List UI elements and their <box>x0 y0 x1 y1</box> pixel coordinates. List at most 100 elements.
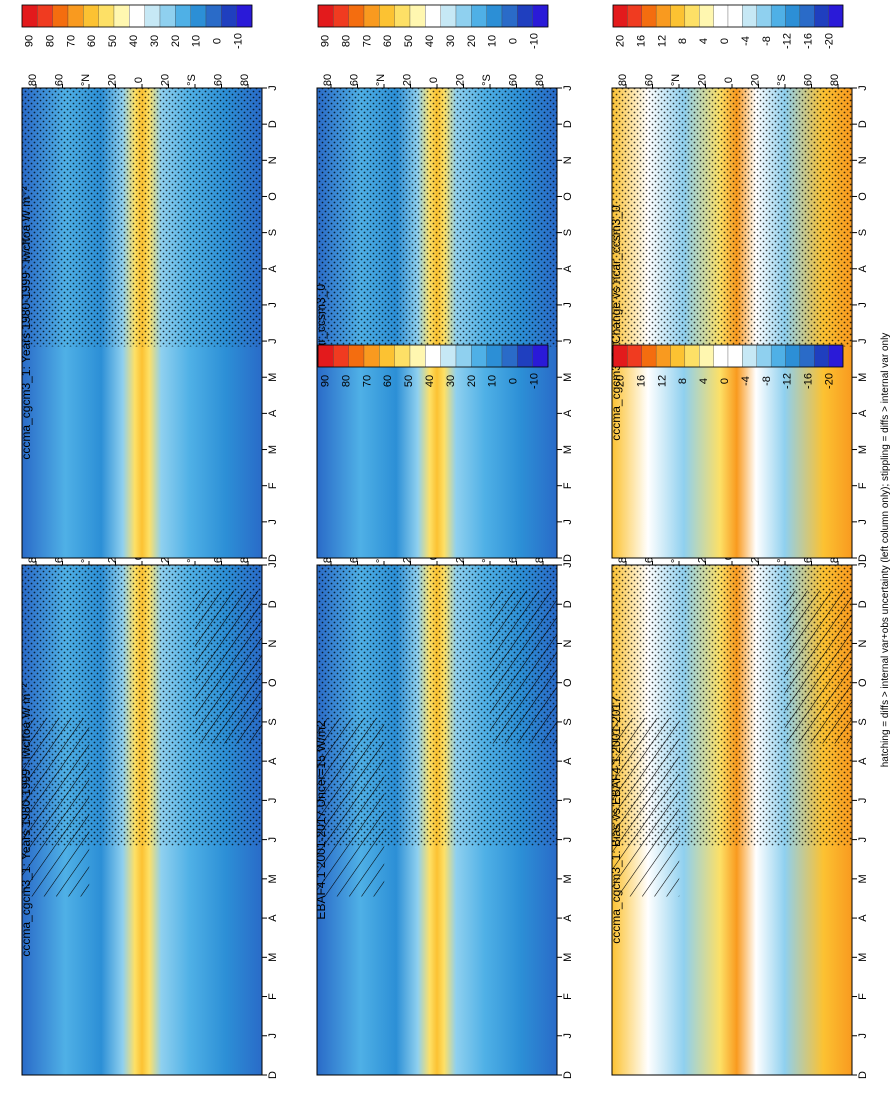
lat-tick-label: 60 <box>54 74 66 86</box>
colorbar-swatch <box>425 344 441 368</box>
month-tick-label: M <box>267 445 279 454</box>
colorbar-label: 8 <box>677 38 689 44</box>
colorbar-swatch <box>144 4 161 28</box>
hatching-region <box>612 718 680 897</box>
lat-tick-label: 0 <box>428 77 440 83</box>
lat-tick-label: 0 <box>723 77 735 83</box>
month-tick-label: A <box>562 914 574 922</box>
colorbar-label: 12 <box>656 35 668 47</box>
colorbar-swatch <box>670 4 686 28</box>
stippling-region <box>612 88 852 347</box>
colorbar-swatch <box>455 4 472 28</box>
lat-tick-label: °S <box>186 74 198 86</box>
lat-tick-label: °S <box>481 74 493 86</box>
colorbar-swatch <box>471 344 487 368</box>
colorbar-label: -4 <box>740 36 752 46</box>
month-tick-label: J <box>267 519 279 525</box>
month-tick-label: A <box>562 757 574 765</box>
month-tick-label: A <box>267 914 279 922</box>
month-tick-label: O <box>562 192 574 201</box>
month-tick-label: M <box>267 874 279 883</box>
colorbar-swatch <box>363 344 380 368</box>
month-tick-label: M <box>857 874 869 883</box>
colorbar-label: 70 <box>361 35 373 47</box>
colorbar-2: 90 80 70 60 50 40 30 20 10 0 -10 <box>317 4 549 49</box>
month-tick-label: O <box>267 678 279 687</box>
colorbar-label: -8 <box>761 376 773 386</box>
month-tick-label: D <box>562 600 574 608</box>
lat-tick-label: 60 <box>213 74 225 86</box>
colorbar-swatch <box>814 4 829 28</box>
month-tick-label: F <box>562 482 574 489</box>
panel-title: ncar_ccsm3_0 <box>314 284 328 362</box>
colorbar-label: 30 <box>445 375 457 387</box>
colorbar-swatch <box>501 4 518 28</box>
month-tick-label: M <box>857 953 869 962</box>
lat-tick-label: 80 <box>239 74 251 86</box>
colorbar-frame <box>21 4 253 28</box>
colorbar-label: 10 <box>487 35 499 47</box>
colorbar-label: 0 <box>508 38 520 44</box>
lat-tick-label: 80 <box>617 74 629 86</box>
colorbar-swatch <box>333 344 349 368</box>
month-tick-label: D <box>267 600 279 608</box>
month-tick-label: J <box>562 302 574 308</box>
colorbar-label: -8 <box>761 36 773 46</box>
month-tick-label: J <box>562 85 574 91</box>
colorbar-swatch <box>828 4 844 28</box>
month-tick-label: M <box>562 373 574 382</box>
month-tick-label: S <box>857 229 869 236</box>
colorbar-label: 10 <box>487 375 499 387</box>
colorbar-swatch <box>83 4 99 28</box>
month-tick-label: F <box>267 993 279 1000</box>
colorbar-label: 20 <box>466 375 478 387</box>
month-tick-label: N <box>562 639 574 647</box>
month-tick-label: J <box>267 837 279 843</box>
lat-tick-label: 80 <box>534 74 546 86</box>
colorbar-swatch <box>333 4 349 28</box>
colorbar-frame <box>317 4 549 28</box>
colorbar-swatch <box>129 4 145 28</box>
month-tick-label: D <box>857 1071 869 1079</box>
colorbar-swatch <box>756 344 772 368</box>
lat-tick-label: 80 <box>829 74 841 86</box>
month-tick-label: M <box>562 953 574 962</box>
colorbar-swatch <box>379 4 395 28</box>
lat-tick-label: °N <box>375 74 387 86</box>
month-tick-label: F <box>267 482 279 489</box>
month-tick-label: D <box>562 120 574 128</box>
panel-title: cccma_cgcm3_1: Years 1980-1999 : lwcftoa… <box>19 186 33 459</box>
colorbar-label: -20 <box>824 33 836 49</box>
colorbar-3: 20 16 12 8 4 0 -4 -8 -12 -16 -20 <box>612 4 844 49</box>
colorbar-label: 16 <box>635 35 647 47</box>
lat-tick-label: 0 <box>133 77 145 83</box>
colorbar-swatch <box>641 344 657 368</box>
lat-tick-label: °N <box>670 74 682 86</box>
colorbar-label: 50 <box>403 375 415 387</box>
lat-tick-label: 20 <box>455 74 467 86</box>
lat-tick-label: 20 <box>107 74 119 86</box>
colorbar-swatch <box>785 344 801 368</box>
month-tick-label: D <box>857 554 869 562</box>
month-tick-label: D <box>267 120 279 128</box>
colorbar-swatch <box>713 4 729 28</box>
colorbar-swatch <box>440 344 457 368</box>
colorbar-swatch <box>348 4 365 28</box>
colorbar-label: 20 <box>170 35 182 47</box>
colorbar-label: 60 <box>382 35 394 47</box>
month-tick-label: J <box>267 338 279 344</box>
hatching-region <box>784 590 852 744</box>
colorbar-label: 0 <box>719 378 731 384</box>
colorbar-swatch <box>785 4 801 28</box>
colorbar-swatch <box>828 344 844 368</box>
colorbar-label: 60 <box>382 375 394 387</box>
colorbar-swatch <box>799 344 815 368</box>
colorbar-swatch <box>221 4 237 28</box>
colorbar-swatch <box>770 4 786 28</box>
colorbar-label: 12 <box>656 375 668 387</box>
stippling-region <box>22 88 262 347</box>
colorbar-swatch <box>627 344 642 368</box>
colorbar-swatch <box>532 4 549 28</box>
colorbar-swatch <box>236 4 253 28</box>
month-tick-label: A <box>562 409 574 417</box>
